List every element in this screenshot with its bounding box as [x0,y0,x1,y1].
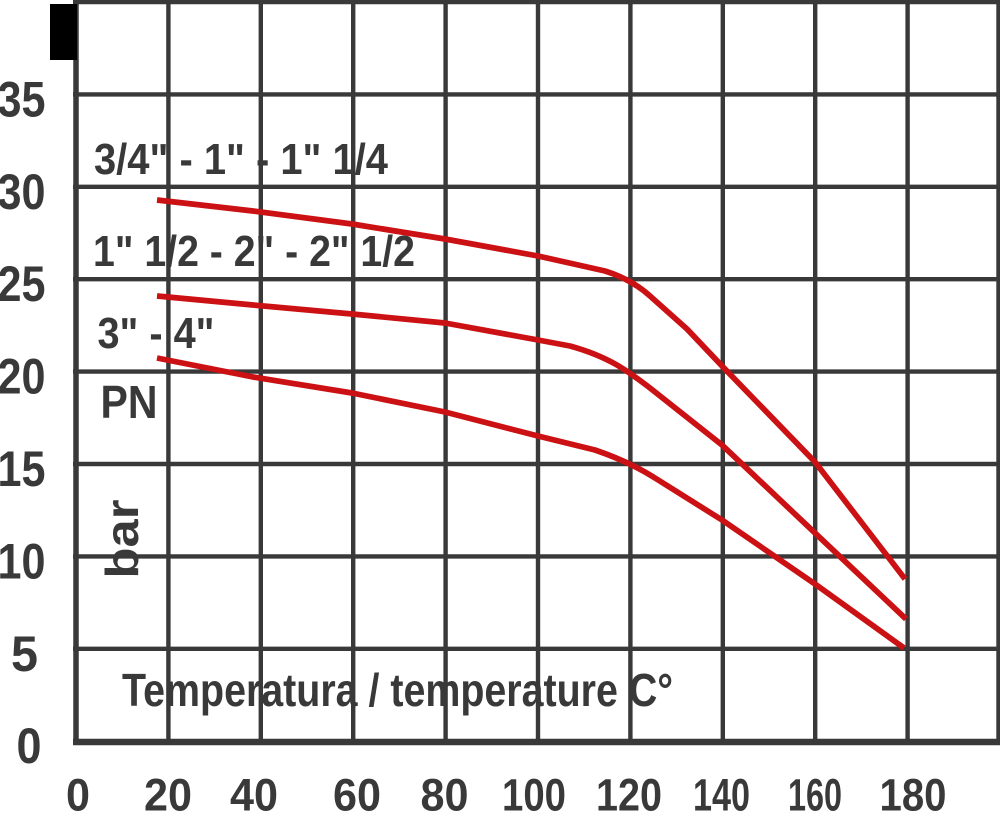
svg-text:3/4" - 1" - 1" 1/4: 3/4" - 1" - 1" 1/4 [94,136,388,184]
svg-text:40: 40 [230,770,278,813]
svg-text:5: 5 [11,626,38,682]
svg-text:1" 1/2 - 2" - 2" 1/2: 1" 1/2 - 2" - 2" 1/2 [93,228,415,276]
svg-text:160: 160 [788,770,842,813]
svg-text:3" - 4": 3" - 4" [98,310,215,358]
svg-text:15: 15 [0,441,46,497]
svg-text:100: 100 [502,770,566,813]
svg-text:120: 120 [596,770,662,813]
svg-text:80: 80 [421,770,469,813]
svg-text:35: 35 [0,71,46,127]
svg-text:20: 20 [0,349,46,405]
svg-text:60: 60 [333,770,381,813]
svg-text:bar: bar [96,500,148,579]
svg-text:20: 20 [144,770,192,813]
svg-text:140: 140 [693,770,750,813]
svg-text:Temperatura / temperature C°: Temperatura / temperature C° [122,664,673,716]
svg-text:PN: PN [101,376,158,428]
svg-text:0: 0 [66,770,90,813]
svg-text:0: 0 [17,718,42,774]
svg-text:25: 25 [0,256,46,312]
svg-text:10: 10 [0,533,46,589]
svg-text:180: 180 [880,770,947,813]
svg-text:30: 30 [0,164,46,220]
